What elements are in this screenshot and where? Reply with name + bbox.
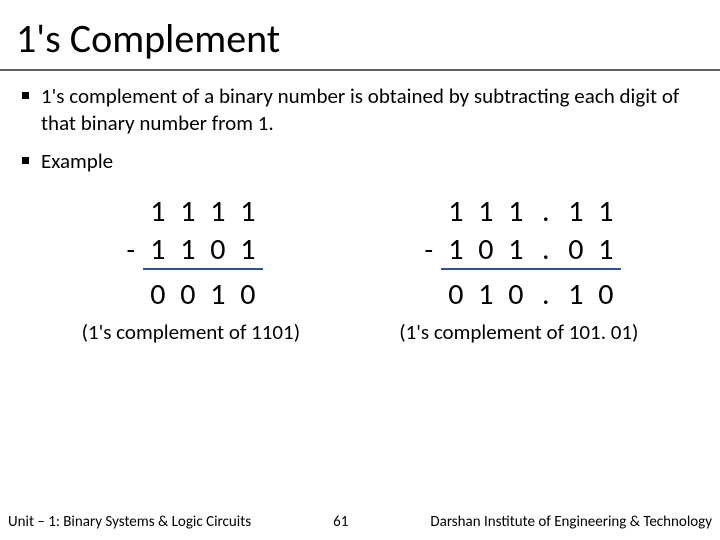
calc-cell: 1 xyxy=(501,193,531,231)
calc-cell: . xyxy=(531,269,561,313)
calc-cell: 1 xyxy=(233,231,263,269)
calc-cell: 1 xyxy=(173,193,203,231)
calc-cell: 1 xyxy=(143,231,173,269)
calc-cell: 0 xyxy=(591,269,621,313)
calc-cell: 0 xyxy=(561,231,591,269)
example-2: 1 1 1 . 1 1 - 1 0 1 . 0 1 xyxy=(399,193,638,345)
calc-cell: 1 xyxy=(203,269,233,313)
bullet-text: 1's complement of a binary number is obt… xyxy=(41,83,698,138)
bullet-text: Example xyxy=(41,148,113,175)
table-row: 1 1 1 1 xyxy=(119,193,263,231)
footer-page-number: 61 xyxy=(333,513,348,531)
slide-content: 1's complement of a binary number is obt… xyxy=(0,71,720,345)
example-caption: (1's complement of 1101) xyxy=(82,319,300,345)
calc-cell: 1 xyxy=(143,193,173,231)
calc-cell: 1 xyxy=(591,231,621,269)
calc-cell: 1 xyxy=(591,193,621,231)
calc-table-2: 1 1 1 . 1 1 - 1 0 1 . 0 1 xyxy=(417,193,621,313)
bullet-item: 1's complement of a binary number is obt… xyxy=(22,83,698,138)
calc-cell: . xyxy=(531,193,561,231)
calc-cell: 1 xyxy=(471,193,501,231)
example-1: 1 1 1 1 - 1 1 0 1 0 0 1 0 xyxy=(82,193,300,345)
calc-cell xyxy=(417,269,441,313)
calc-cell: 0 xyxy=(233,269,263,313)
minus-sign: - xyxy=(119,231,143,269)
calc-cell: 1 xyxy=(471,269,501,313)
calc-cell: 0 xyxy=(143,269,173,313)
calc-table-1: 1 1 1 1 - 1 1 0 1 0 0 1 0 xyxy=(119,193,263,313)
calc-cell: 1 xyxy=(233,193,263,231)
calc-cell: 1 xyxy=(441,231,471,269)
calc-cell: 1 xyxy=(561,193,591,231)
bullet-marker xyxy=(22,92,29,99)
table-row: - 1 0 1 . 0 1 xyxy=(417,231,621,269)
calc-cell: 1 xyxy=(501,231,531,269)
calc-cell: 0 xyxy=(471,231,501,269)
slide-footer: Unit – 1: Binary Systems & Logic Circuit… xyxy=(0,510,720,540)
examples-row: 1 1 1 1 - 1 1 0 1 0 0 1 0 xyxy=(22,193,698,345)
footer-unit: Unit – 1: Binary Systems & Logic Circuit… xyxy=(8,513,251,531)
calc-cell: 0 xyxy=(441,269,471,313)
calc-cell: 0 xyxy=(173,269,203,313)
calc-cell: 0 xyxy=(203,231,233,269)
bullet-marker xyxy=(22,157,29,164)
bullet-item: Example xyxy=(22,148,698,175)
calc-cell: 1 xyxy=(173,231,203,269)
table-row: 1 1 1 . 1 1 xyxy=(417,193,621,231)
calc-cell: 0 xyxy=(501,269,531,313)
calc-cell: 1 xyxy=(203,193,233,231)
slide-title: 1's Complement xyxy=(0,0,720,71)
calc-cell xyxy=(119,193,143,231)
calc-cell xyxy=(417,193,441,231)
calc-cell xyxy=(119,269,143,313)
table-row: 0 1 0 . 1 0 xyxy=(417,269,621,313)
table-row: - 1 1 0 1 xyxy=(119,231,263,269)
calc-cell: 1 xyxy=(441,193,471,231)
minus-sign: - xyxy=(417,231,441,269)
calc-cell: . xyxy=(531,231,561,269)
example-caption: (1's complement of 101. 01) xyxy=(399,319,638,345)
footer-institute: Darshan Institute of Engineering & Techn… xyxy=(430,513,712,531)
table-row: 0 0 1 0 xyxy=(119,269,263,313)
calc-cell: 1 xyxy=(561,269,591,313)
